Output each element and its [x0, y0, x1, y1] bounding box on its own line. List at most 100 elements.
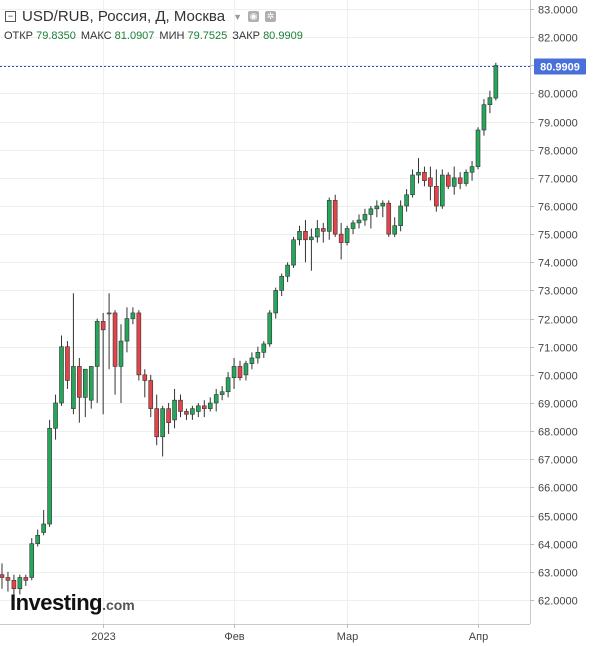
x-axis: 2023 Фев Мар Апр [91, 624, 488, 643]
candle-body [297, 231, 302, 241]
candle-body [100, 321, 106, 331]
candle [338, 222, 344, 260]
candle-body [315, 228, 320, 238]
candle-body [463, 171, 469, 184]
candle-body [47, 428, 52, 525]
candle-body [380, 202, 386, 207]
candle [166, 403, 171, 434]
candle-body [184, 411, 189, 415]
candle-body [487, 97, 493, 105]
candle [0, 563, 5, 589]
candle-body [77, 366, 82, 398]
candle-body [469, 166, 475, 173]
y-tick-label: 74.0000 [538, 258, 578, 270]
candle-body [493, 65, 499, 99]
candle [392, 217, 398, 237]
candle-body [350, 222, 356, 229]
candle [219, 386, 225, 401]
candle [326, 197, 332, 240]
chevron-down-icon[interactable]: ▼ [233, 11, 242, 22]
candle-body [457, 177, 463, 184]
candle-body [386, 202, 392, 235]
candle-body [112, 312, 118, 367]
candle-body [41, 523, 46, 533]
candle-body [416, 171, 421, 176]
y-tick-label: 68.0000 [538, 427, 578, 439]
x-tick-label: 2023 [91, 631, 115, 643]
candle [53, 394, 58, 440]
low-label: МИН [159, 30, 185, 42]
candle [243, 360, 249, 381]
y-tick-label: 75.0000 [538, 230, 578, 242]
candle [273, 287, 279, 319]
gear-icon[interactable]: ✲ [265, 11, 276, 22]
candle-body [172, 399, 177, 421]
candle [332, 194, 338, 237]
last-price-marker: 80.9909 [0, 58, 586, 75]
candle [41, 509, 46, 536]
chart-header: − USD/RUB, Россия, Д, Москва ▼ ◉ ✲ ОТКР … [0, 0, 530, 48]
candle-body [65, 346, 70, 381]
y-tick-label: 65.0000 [538, 512, 578, 524]
candle-body [59, 346, 64, 404]
candle [493, 62, 499, 101]
candle-body [344, 228, 350, 243]
candle-body [291, 239, 296, 266]
candle-body [273, 290, 279, 314]
candle [23, 574, 29, 586]
candle [249, 352, 255, 370]
candle-body [71, 366, 76, 409]
collapse-icon[interactable]: − [5, 11, 16, 22]
y-tick-label: 72.0000 [538, 315, 578, 327]
candle [11, 574, 17, 603]
y-tick-label: 62.0000 [538, 596, 578, 608]
y-tick-label: 66.0000 [538, 483, 578, 495]
candle [124, 307, 130, 353]
candle [285, 262, 290, 282]
candle [350, 220, 356, 235]
candle-body [451, 177, 457, 187]
candle-body [237, 366, 243, 378]
candle-body [213, 394, 219, 404]
candle-body [53, 402, 58, 429]
logo-text: Investing [10, 590, 103, 615]
last-price-label: 80.9909 [540, 62, 580, 74]
close-value: 80.9909 [263, 30, 303, 42]
candle [267, 310, 273, 347]
candle-body [309, 236, 314, 241]
x-tick-label: Апр [469, 631, 488, 643]
instrument-title[interactable]: USD/RUB, Россия, Д, Москва [22, 8, 226, 25]
candle [344, 225, 350, 246]
candle [190, 405, 195, 420]
candle [88, 366, 94, 409]
eye-icon[interactable]: ◉ [248, 11, 259, 22]
candle [279, 273, 284, 297]
candle-body [136, 312, 142, 376]
candle-body [475, 129, 481, 167]
candle-body [88, 366, 94, 401]
candle [380, 200, 386, 218]
candle-body [249, 357, 255, 364]
candle-body [326, 200, 332, 232]
candle-body [106, 312, 112, 315]
candle [118, 324, 124, 403]
candle [487, 90, 493, 114]
candle-body [279, 276, 284, 291]
candle [362, 208, 368, 226]
candle-body [338, 233, 344, 243]
candle [481, 99, 487, 136]
candle [398, 200, 403, 232]
candle [47, 419, 52, 527]
candle-body [5, 577, 11, 581]
y-tick-label: 83.0000 [538, 5, 578, 17]
candle [404, 189, 409, 212]
candle-body [356, 219, 362, 224]
candle [178, 394, 183, 418]
candle [160, 405, 165, 457]
y-tick-label: 73.0000 [538, 286, 578, 298]
low-value: 79.7525 [187, 30, 228, 42]
candle [374, 200, 380, 218]
candle-body [142, 374, 148, 381]
y-tick-label: 82.0000 [538, 33, 578, 45]
candle [237, 360, 243, 381]
